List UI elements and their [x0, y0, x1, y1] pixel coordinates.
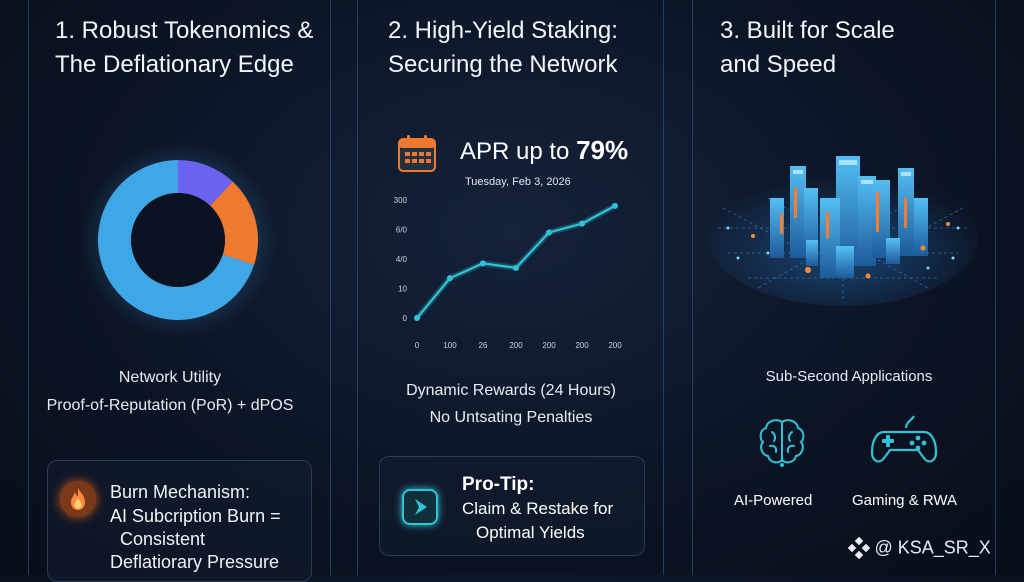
y-tick-label: 0 [403, 314, 408, 323]
tokenomics-title-line1: 1. Robust Tokenomics & [55, 17, 314, 44]
donut-slice [178, 160, 233, 206]
yield-points [414, 202, 618, 321]
column-divider-4 [692, 0, 693, 575]
data-point [612, 202, 618, 209]
donut-slice [98, 160, 255, 320]
donut-hole [131, 193, 225, 287]
tokenomics-title-line2: The Deflationary Edge [55, 51, 294, 78]
x-tick-label: 26 [479, 341, 488, 350]
data-point [414, 315, 420, 321]
data-point [447, 275, 453, 282]
watermark-handle: @ KSA_SR_X [874, 537, 991, 558]
network-utility-detail: Proof-of-Reputation (PoR) + dPOS [46, 397, 294, 414]
data-point [546, 229, 552, 236]
column-divider-left [28, 0, 29, 575]
pro-tip-line-1: Claim & Restake for [462, 499, 614, 518]
gamepad-icon [870, 415, 938, 463]
feature-ai-powered-label: AI-Powered [734, 492, 813, 509]
city-network-illustration [708, 156, 978, 306]
apr-headline: APR up to 79% [460, 135, 628, 166]
play-icon [402, 489, 438, 525]
x-tick-label: 200 [509, 341, 523, 350]
staking-title-line1: 2. High-Yield Staking: [388, 17, 618, 44]
burn-line-2: Consistent [120, 529, 206, 549]
diamond-logo-icon [847, 536, 871, 560]
burn-mechanism-card: Burn Mechanism: AI Subcription Burn = Co… [47, 460, 312, 582]
apr-value: 79% [576, 135, 629, 165]
data-point [513, 264, 519, 271]
y-tick-label: 10 [398, 285, 407, 294]
x-tick-label: 0 [415, 341, 420, 350]
yield-line [416, 204, 616, 319]
scale-title-line2: and Speed [720, 51, 837, 78]
watermark: @ KSA_SR_X [847, 536, 991, 560]
x-axis-ticks: 0 100 26 200 200 200 200 [415, 341, 622, 350]
pro-tip-line-2: Optimal Yields [476, 523, 585, 542]
donut-slice [210, 181, 258, 265]
burn-line-3: Deflatiorary Pressure [110, 552, 280, 572]
brain-icon [759, 419, 805, 467]
tokenomics-donut-chart [80, 142, 276, 338]
network-utility-label: Network Utility [118, 369, 222, 386]
burn-mechanism-title: Burn Mechanism: [110, 482, 251, 502]
sub-second-apps-label: Sub-Second Applications [765, 368, 933, 385]
rewards-line-2: No Untsating Penalties [429, 409, 593, 426]
column-divider-2 [357, 0, 358, 575]
y-axis-ticks: 0 10 4/0 6/0 300 [394, 196, 408, 323]
pro-tip-card: Pro-Tip: Claim & Restake for Optimal Yie… [379, 456, 645, 556]
flame-icon [60, 481, 96, 517]
rewards-line-1: Dynamic Rewards (24 Hours) [406, 382, 616, 399]
column-divider-3 [663, 0, 664, 575]
apr-label: APR up to [460, 138, 570, 165]
y-tick-label: 6/0 [396, 226, 408, 235]
column-divider-right [995, 0, 996, 575]
feature-gaming-rwa-label: Gaming & RWA [852, 492, 958, 509]
scale-title-line1: 3. Built for Scale [720, 17, 895, 44]
x-tick-label: 200 [542, 341, 556, 350]
staking-line-chart: 0 10 4/0 6/0 300 0 100 26 200 200 200 200 [394, 196, 623, 350]
y-tick-label: 4/0 [396, 255, 408, 264]
data-point [579, 220, 585, 227]
x-tick-label: 100 [443, 341, 457, 350]
x-tick-label: 200 [608, 341, 622, 350]
data-point [480, 260, 486, 267]
staking-title-line2: Securing the Network [388, 51, 618, 78]
donut-slices [98, 160, 258, 320]
burn-line-1: AI Subcription Burn = [110, 506, 281, 526]
calendar-icon [398, 135, 436, 172]
pro-tip-title: Pro-Tip: [462, 474, 535, 495]
column-divider-1 [330, 0, 331, 575]
y-tick-label: 300 [394, 196, 408, 205]
x-tick-label: 200 [575, 341, 589, 350]
chart-date: Tuesday, Feb 3, 2026 [465, 176, 571, 188]
